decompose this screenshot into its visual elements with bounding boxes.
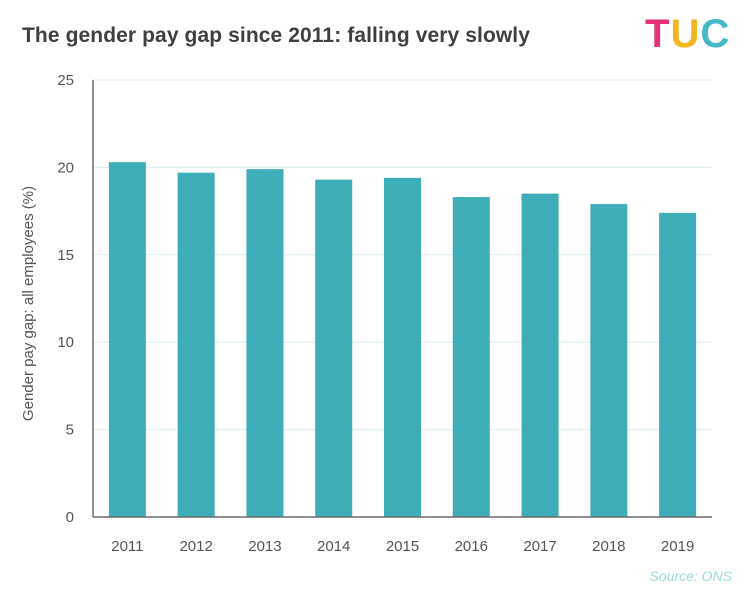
logo-letter-u: U	[670, 12, 701, 56]
bar	[108, 162, 146, 517]
x-tick-label: 2016	[455, 538, 488, 555]
bar	[659, 212, 697, 517]
x-tick-label: 2017	[523, 538, 556, 555]
bar	[590, 204, 628, 517]
y-tick-label: 20	[57, 159, 74, 176]
bar	[384, 177, 421, 517]
y-tick-label: 15	[57, 247, 74, 264]
x-tick-label: 2012	[179, 538, 212, 555]
x-tick-label: 2015	[386, 538, 419, 555]
bar	[521, 193, 559, 517]
chart-title: The gender pay gap since 2011: falling v…	[22, 24, 531, 47]
x-tick-label: 2013	[248, 538, 281, 555]
x-tick-label: 2014	[317, 538, 350, 555]
y-tick-label: 10	[57, 334, 74, 351]
bar	[452, 197, 490, 517]
bar	[246, 169, 284, 517]
x-tick-label: 2011	[111, 538, 143, 555]
y-tick-label: 25	[57, 72, 74, 89]
y-tick-label: 0	[66, 509, 74, 526]
y-tick-label: 5	[66, 422, 74, 439]
y-axis-label: Gender pay gap: all employees (%)	[20, 186, 37, 421]
logo-letter-t: T	[645, 12, 671, 56]
logo-letter-c: C	[700, 12, 731, 56]
x-tick-label: 2018	[592, 538, 625, 555]
bar	[177, 172, 215, 518]
x-tick-label: 2019	[661, 538, 694, 555]
tuc-logo: TUC	[645, 14, 730, 54]
source-note: Source: ONS	[649, 568, 732, 584]
bar	[315, 179, 353, 518]
